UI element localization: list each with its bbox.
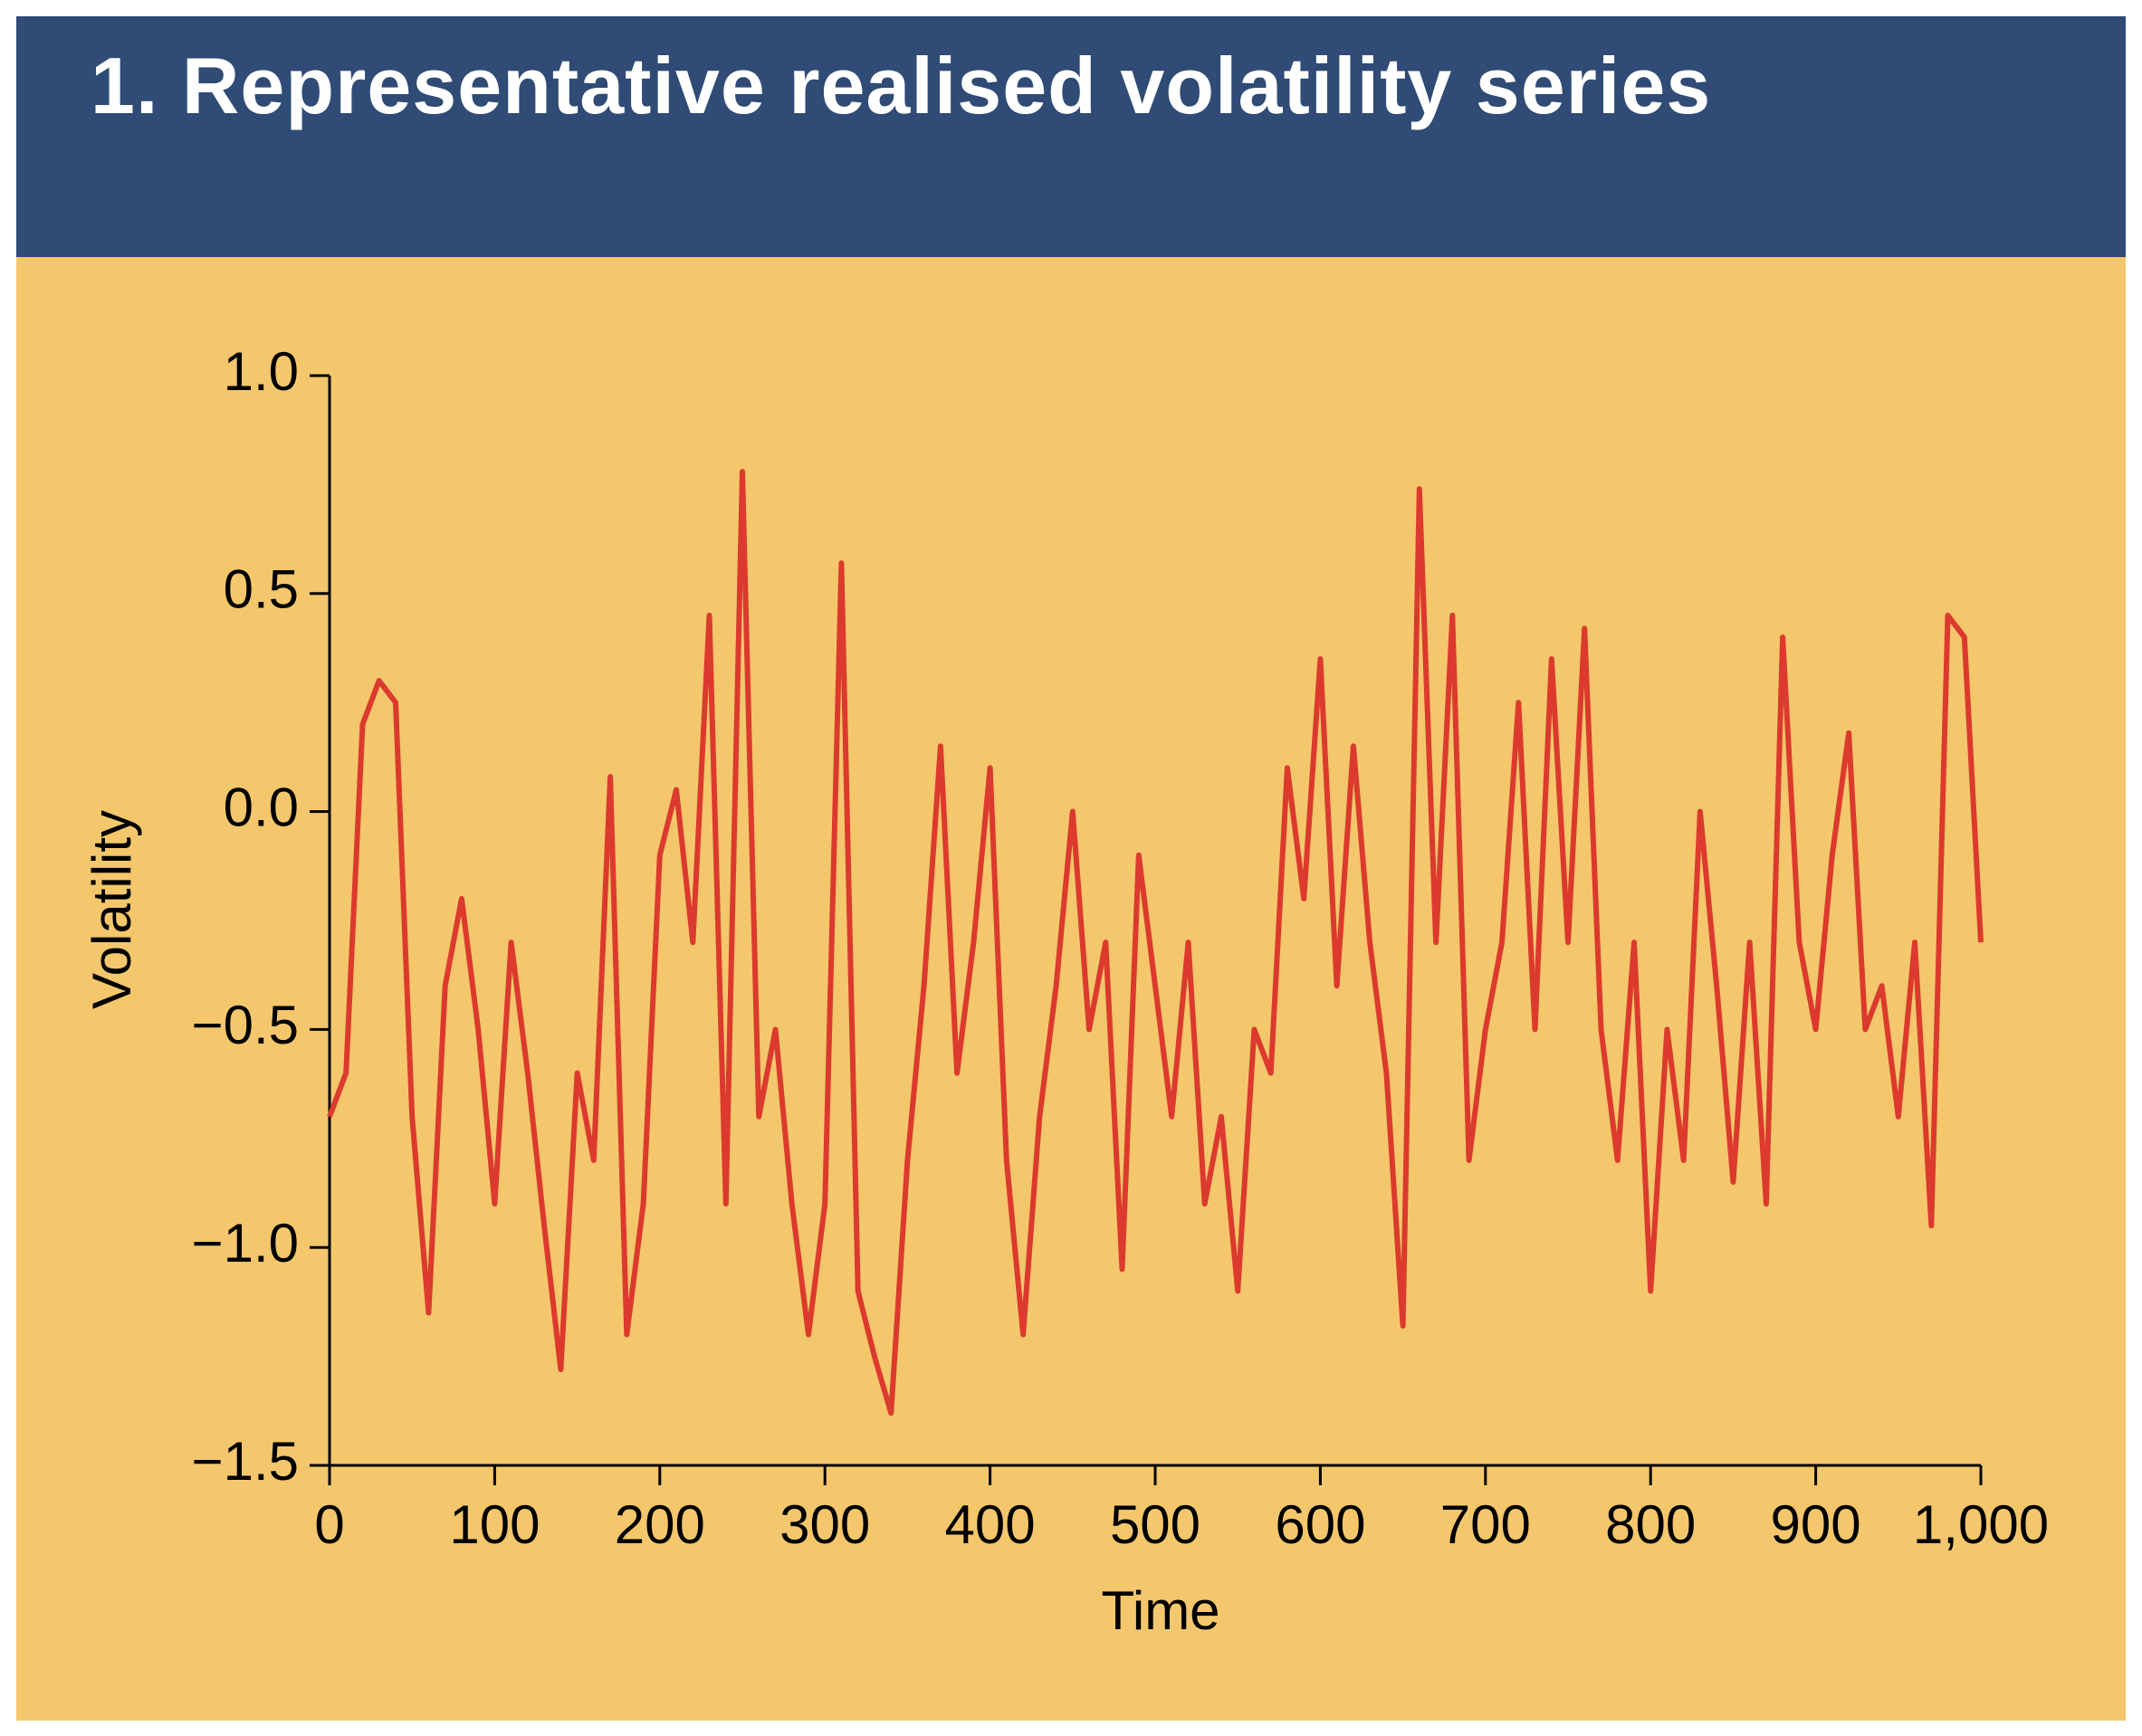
y-tick-label: −1.0	[192, 1213, 299, 1273]
x-tick-label: 900	[1771, 1494, 1861, 1555]
header: 1. Representative realised volatility se…	[16, 16, 2126, 257]
x-tick-label: 100	[449, 1494, 540, 1555]
x-tick-label: 600	[1275, 1494, 1365, 1555]
data-line	[327, 469, 1984, 1416]
y-tick-label: 0.5	[224, 559, 299, 620]
x-axis-label: Time	[1101, 1580, 1219, 1641]
x-tick-label: 0	[314, 1494, 344, 1555]
y-tick-label: −0.5	[192, 995, 299, 1055]
y-tick-label: 1.0	[224, 341, 299, 402]
x-tick-label: 200	[615, 1494, 705, 1555]
x-tick-label: 800	[1605, 1494, 1696, 1555]
chart: Time Volatility −1.5 −1.0 −0.5 0.0 0.5 1.0 0 10…	[16, 257, 2126, 1721]
x-tick-label: 400	[945, 1494, 1036, 1555]
y-tick-label: −1.5	[192, 1431, 299, 1492]
y-tick-label: 0.0	[224, 777, 299, 837]
y-axis-label: Volatility	[81, 810, 142, 1009]
x-tick-label: 300	[779, 1494, 870, 1555]
x-tick-label: 500	[1110, 1494, 1200, 1555]
chart-title: 1. Representative realised volatility se…	[91, 41, 1712, 130]
x-tick-label: 700	[1440, 1494, 1531, 1555]
x-tick-label: 1,000	[1913, 1494, 2049, 1555]
